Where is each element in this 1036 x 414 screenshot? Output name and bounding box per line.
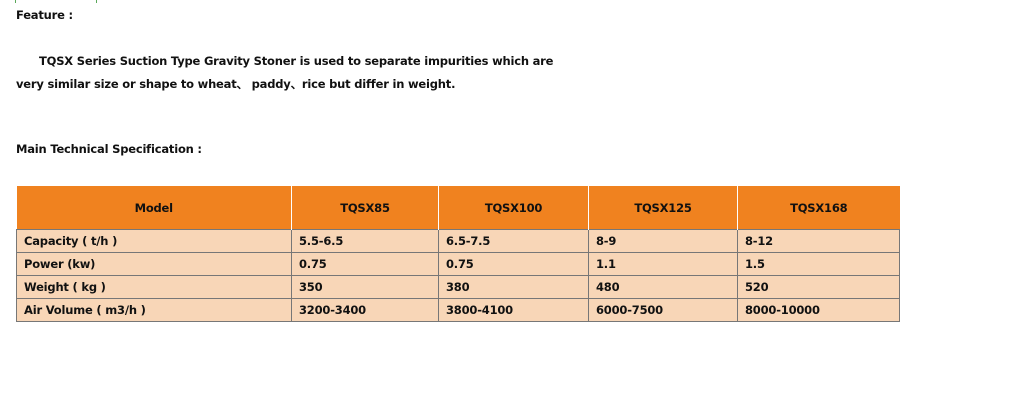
cell: 6000-7500 [588,298,738,322]
header-tqsx168: TQSX168 [737,186,900,230]
header-tqsx85: TQSX85 [291,186,439,230]
spec-heading: Main Technical Specification : [16,142,202,156]
cell: 8000-10000 [737,298,900,322]
header-tqsx100: TQSX100 [438,186,589,230]
row-label: Air Volume ( m3/h ) [16,298,292,322]
cell: 8-12 [737,229,900,253]
description-line-2: very similar size or shape to wheat、 pad… [16,77,456,91]
cell: 8-9 [588,229,738,253]
cell: 350 [291,275,439,299]
cell: 3800-4100 [438,298,589,322]
row-label: Weight ( kg ) [16,275,292,299]
feature-heading: Feature : [16,8,73,22]
cell: 1.1 [588,252,738,276]
decorative-line [96,0,97,3]
table-row: Air Volume ( m3/h ) 3200-3400 3800-4100 … [16,298,900,322]
table-row: Power (kw) 0.75 0.75 1.1 1.5 [16,252,900,276]
table-row: Weight ( kg ) 350 380 480 520 [16,275,900,299]
cell: 0.75 [291,252,439,276]
table-row: Capacity ( t/h ) 5.5-6.5 6.5-7.5 8-9 8-1… [16,229,900,253]
row-label: Capacity ( t/h ) [16,229,292,253]
cell: 0.75 [438,252,589,276]
table-header-row: Model TQSX85 TQSX100 TQSX125 TQSX168 [16,186,900,230]
cell: 1.5 [737,252,900,276]
description-line-1: TQSX Series Suction Type Gravity Stoner … [39,54,554,68]
cell: 5.5-6.5 [291,229,439,253]
header-tqsx125: TQSX125 [588,186,738,230]
row-label: Power (kw) [16,252,292,276]
cell: 3200-3400 [291,298,439,322]
spec-table: Model TQSX85 TQSX100 TQSX125 TQSX168 Cap… [16,186,900,322]
cell: 480 [588,275,738,299]
header-model: Model [16,186,292,230]
decorative-line [15,0,16,3]
cell: 6.5-7.5 [438,229,589,253]
cell: 520 [737,275,900,299]
cell: 380 [438,275,589,299]
